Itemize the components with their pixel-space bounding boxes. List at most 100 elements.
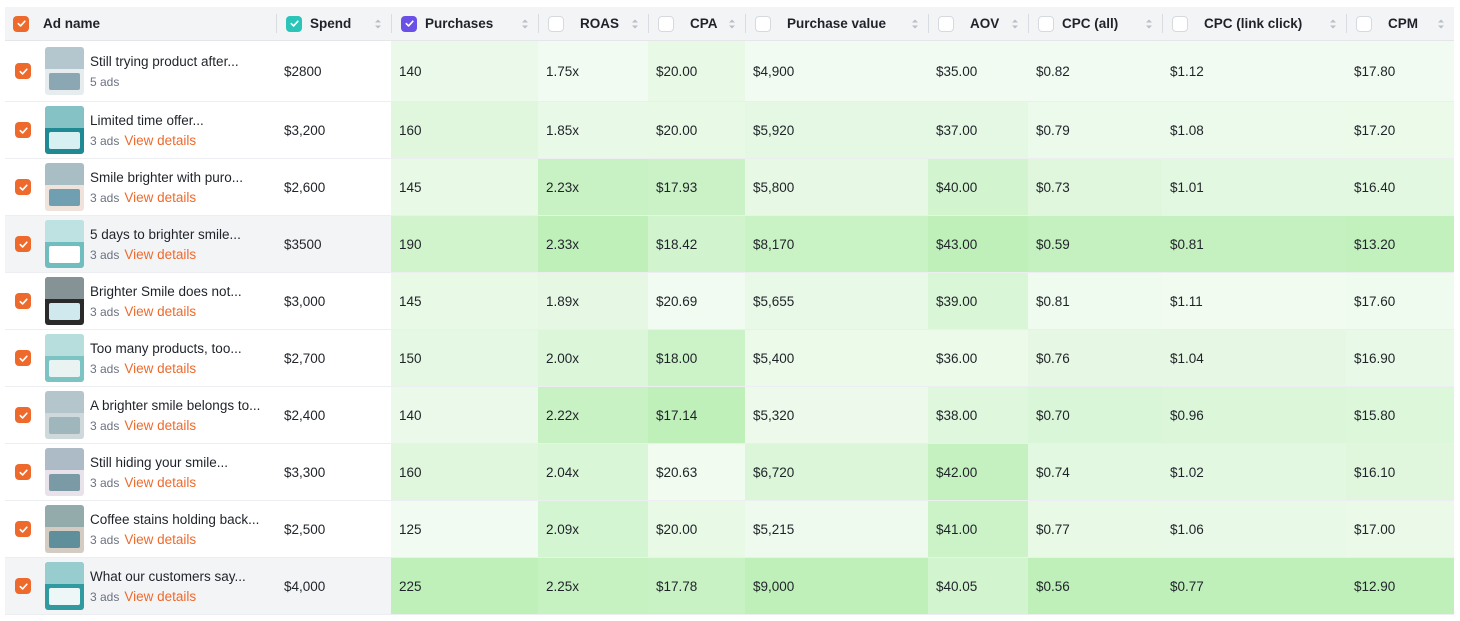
view-details-link[interactable]: View details <box>124 531 197 547</box>
cell-cpa: $18.42 <box>648 215 745 273</box>
ad-thumbnail[interactable] <box>45 47 84 95</box>
view-details-link[interactable]: View details <box>124 474 197 490</box>
ad-name[interactable]: Still hiding your smile... <box>90 454 229 470</box>
table-row[interactable]: Coffee stains holding back... 3 ads View d… <box>5 500 1454 558</box>
ad-thumbnail[interactable] <box>45 562 84 610</box>
view-details-link[interactable]: View details <box>124 360 197 376</box>
column-checkbox[interactable] <box>1038 15 1054 32</box>
column-header-roas[interactable]: ROAS <box>538 7 648 41</box>
cell-purchase-value: $9,000 <box>745 557 928 615</box>
view-details-link[interactable]: View details <box>124 189 197 205</box>
ad-name[interactable]: Brighter Smile does not... <box>90 283 242 299</box>
ad-thumbnail[interactable] <box>45 391 84 439</box>
table-row[interactable]: Still trying product after... 5 ads $2800 1… <box>5 40 1454 102</box>
cell-spend: $2,500 <box>276 500 391 558</box>
column-header-aov[interactable]: AOV <box>928 7 1028 41</box>
column-checkbox[interactable] <box>938 15 954 32</box>
column-header-cpc-link-click[interactable]: CPC (link click) <box>1162 7 1346 41</box>
view-details-link[interactable]: View details <box>124 246 197 262</box>
column-checkbox[interactable] <box>548 15 564 32</box>
ad-name[interactable]: Limited time offer... <box>90 112 204 128</box>
table-row[interactable]: Smile brighter with puro... 3 ads View det… <box>5 158 1454 216</box>
ad-thumbnail[interactable] <box>45 334 84 382</box>
ad-name[interactable]: What our customers say... <box>90 568 246 584</box>
table-row[interactable]: A brighter smile belongs to... 3 ads View … <box>5 386 1454 444</box>
view-details-link[interactable]: View details <box>124 588 197 604</box>
cell-cpc-link: $0.77 <box>1162 557 1346 615</box>
row-checkbox[interactable] <box>15 179 31 195</box>
table-row[interactable]: Too many products, too... 3 ads View detai… <box>5 329 1454 387</box>
sort-icon[interactable] <box>520 17 530 31</box>
ad-thumbnail[interactable] <box>45 106 84 154</box>
column-header-cpa[interactable]: CPA <box>648 7 745 41</box>
row-checkbox[interactable] <box>15 236 31 252</box>
table-row[interactable]: What our customers say... 3 ads View detai… <box>5 557 1454 615</box>
cell-aov: $37.00 <box>928 101 1028 159</box>
cell-roas: 1.85x <box>538 101 648 159</box>
sort-icon[interactable] <box>630 17 640 31</box>
row-checkbox[interactable] <box>15 464 31 480</box>
ad-thumbnail[interactable] <box>45 505 84 553</box>
cell-purchases: 125 <box>391 500 538 558</box>
row-checkbox[interactable] <box>15 578 31 594</box>
cell-spend: $2,700 <box>276 329 391 387</box>
table-row[interactable]: 5 days to brighter smile... 3 ads View det… <box>5 215 1454 273</box>
column-checkbox[interactable] <box>1356 15 1372 32</box>
table-row[interactable]: Limited time offer... 3 ads View details $3… <box>5 101 1454 159</box>
sort-icon[interactable] <box>1010 17 1020 31</box>
ad-name[interactable]: A brighter smile belongs to... <box>90 397 261 413</box>
column-header-ad-name[interactable]: Ad name <box>5 7 276 41</box>
column-header-cpm[interactable]: CPM <box>1346 7 1454 41</box>
column-header-purchase-value[interactable]: Purchase value <box>745 7 928 41</box>
column-label: Ad name <box>43 16 101 31</box>
cell-cpc-link: $0.81 <box>1162 215 1346 273</box>
column-checkbox[interactable] <box>755 15 771 32</box>
sort-icon[interactable] <box>1436 17 1446 31</box>
ad-name[interactable]: Too many products, too... <box>90 340 242 356</box>
view-details-link[interactable]: View details <box>124 417 197 433</box>
ad-name[interactable]: Still trying product after... <box>90 53 239 69</box>
cell-purchase-value: $5,920 <box>745 101 928 159</box>
ad-thumbnail[interactable] <box>45 277 84 325</box>
sort-icon[interactable] <box>727 17 737 31</box>
cell-aov: $43.00 <box>928 215 1028 273</box>
cell-spend: $3500 <box>276 215 391 273</box>
ad-name[interactable]: Coffee stains holding back... <box>90 511 260 527</box>
sort-icon[interactable] <box>373 17 383 31</box>
sort-icon[interactable] <box>1328 17 1338 31</box>
ad-thumbnail[interactable] <box>45 220 84 268</box>
cell-aov: $39.00 <box>928 272 1028 330</box>
ad-count: 3 ads <box>90 304 120 319</box>
cell-cpa: $20.00 <box>648 500 745 558</box>
row-checkbox[interactable] <box>15 407 31 423</box>
column-checkbox[interactable] <box>13 15 29 32</box>
table-row[interactable]: Brighter Smile does not... 3 ads View deta… <box>5 272 1454 330</box>
view-details-link[interactable]: View details <box>124 132 197 148</box>
row-checkbox[interactable] <box>15 122 31 138</box>
table-row[interactable]: Still hiding your smile... 3 ads View deta… <box>5 443 1454 501</box>
row-checkbox[interactable] <box>15 293 31 309</box>
view-details-link[interactable]: View details <box>124 303 197 319</box>
column-header-cpc-all[interactable]: CPC (all) <box>1028 7 1162 41</box>
row-checkbox[interactable] <box>15 350 31 366</box>
column-checkbox[interactable] <box>401 15 417 32</box>
row-checkbox[interactable] <box>15 521 31 537</box>
column-header-spend[interactable]: Spend <box>276 7 391 41</box>
column-label: CPA <box>690 16 718 31</box>
column-checkbox[interactable] <box>286 15 302 32</box>
ad-thumbnail[interactable] <box>45 163 84 211</box>
sort-icon[interactable] <box>910 17 920 31</box>
cell-cpc-all: $0.77 <box>1028 500 1162 558</box>
cell-purchases: 145 <box>391 158 538 216</box>
column-checkbox[interactable] <box>1172 15 1188 32</box>
column-checkbox[interactable] <box>658 15 674 32</box>
column-label: CPM <box>1388 16 1418 31</box>
ad-name[interactable]: Smile brighter with puro... <box>90 169 244 185</box>
ad-name[interactable]: 5 days to brighter smile... <box>90 226 241 242</box>
column-header-purchases[interactable]: Purchases <box>391 7 538 41</box>
cell-aov: $40.05 <box>928 557 1028 615</box>
cell-spend: $2,600 <box>276 158 391 216</box>
ad-thumbnail[interactable] <box>45 448 84 496</box>
sort-icon[interactable] <box>1144 17 1154 31</box>
row-checkbox[interactable] <box>15 63 31 79</box>
